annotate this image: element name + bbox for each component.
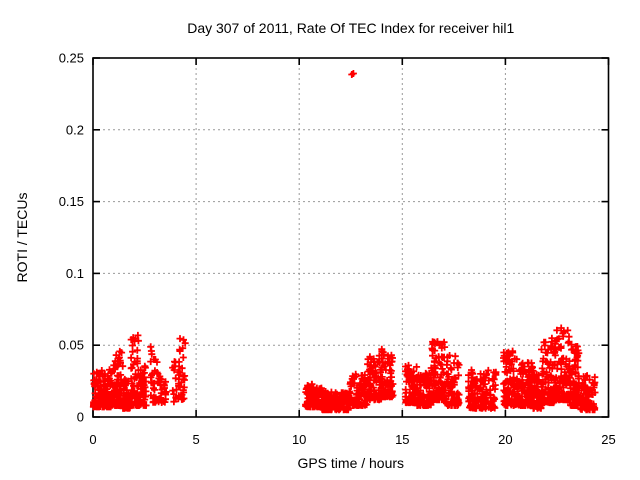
y-tick-label: 0.15	[59, 194, 84, 209]
x-axis-label: GPS time / hours	[297, 455, 404, 471]
x-tick-label: 0	[89, 432, 96, 447]
y-tick-label: 0.2	[66, 122, 84, 137]
tick-labels: 0 5 10 15 20 25 0 0.05 0.1 0.15 0.2 0.25	[59, 51, 616, 448]
x-tick-label: 20	[498, 432, 512, 447]
x-tick-label: 15	[395, 432, 409, 447]
y-axis-label: ROTI / TECUs	[14, 193, 30, 283]
y-tick-label: 0.1	[66, 266, 84, 281]
plot-border	[92, 57, 610, 418]
roti-points-path	[89, 70, 599, 414]
y-tick-label: 0.05	[59, 338, 84, 353]
x-tick-label: 10	[292, 432, 306, 447]
data-points	[89, 70, 599, 414]
y-tick-label: 0	[77, 410, 84, 425]
x-tick-label: 5	[192, 432, 199, 447]
y-tick-label: 0.25	[59, 51, 84, 66]
gridlines	[93, 58, 609, 417]
chart-title: Day 307 of 2011, Rate Of TEC Index for r…	[187, 20, 514, 36]
tick-marks	[92, 57, 610, 418]
x-tick-label: 25	[601, 432, 615, 447]
